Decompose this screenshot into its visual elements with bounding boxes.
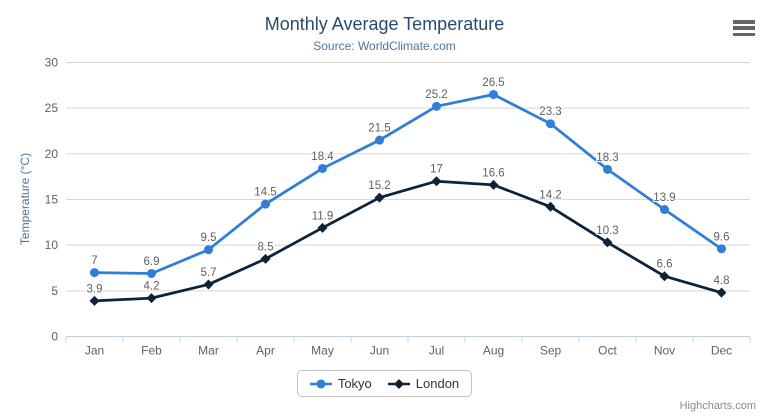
data-point-london[interactable] (659, 271, 670, 282)
data-label-tokyo: 18.4 (311, 151, 334, 163)
hamburger-menu-icon (733, 20, 755, 24)
data-label-london: 17 (430, 164, 443, 176)
hamburger-menu-icon (733, 26, 755, 30)
y-axis-tick-label: 20 (45, 147, 59, 161)
data-point-london[interactable] (602, 237, 613, 248)
data-label-tokyo: 18.3 (596, 152, 618, 164)
legend-label-tokyo: Tokyo (337, 376, 372, 391)
data-label-london: 10.3 (596, 225, 618, 237)
data-label-london: 4.2 (144, 281, 160, 293)
data-label-tokyo: 6.9 (144, 256, 160, 268)
hamburger-menu-icon (733, 32, 755, 36)
legend-item-tokyo[interactable]: Tokyo (309, 376, 372, 391)
export-menu-button[interactable] (733, 20, 757, 36)
x-axis-label: Feb (141, 344, 162, 358)
data-label-tokyo: 26.5 (482, 77, 504, 89)
data-label-tokyo: 25.2 (425, 89, 447, 101)
data-point-london[interactable] (203, 279, 214, 290)
tokyo-line-circle-marker-icon (309, 379, 332, 388)
data-label-tokyo: 23.3 (539, 106, 561, 118)
x-axis-label: Aug (483, 344, 504, 358)
credits-link[interactable]: Highcharts.com (679, 400, 756, 412)
y-axis-tick-label: 10 (45, 238, 59, 252)
data-label-london: 5.7 (201, 267, 217, 279)
legend: Tokyo London (0, 370, 769, 397)
data-point-tokyo[interactable] (375, 135, 384, 145)
data-point-london[interactable] (716, 287, 727, 298)
y-axis-tick-label: 15 (45, 193, 59, 207)
y-axis-tick-label: 5 (51, 284, 58, 298)
data-point-london[interactable] (89, 295, 100, 306)
x-axis-label: May (311, 344, 334, 358)
chart-subtitle: Source: WorldClimate.com (313, 39, 456, 53)
data-point-tokyo[interactable] (90, 268, 99, 278)
data-point-tokyo[interactable] (660, 205, 669, 215)
x-axis-label: Mar (198, 344, 219, 358)
series-line-london (93, 179, 723, 303)
data-label-london: 15.2 (368, 180, 390, 192)
data-point-tokyo[interactable] (717, 244, 726, 254)
data-point-tokyo[interactable] (603, 164, 612, 174)
y-axis-tick-label: 30 (45, 56, 59, 70)
data-point-tokyo[interactable] (489, 89, 498, 99)
data-label-tokyo: 14.5 (254, 187, 276, 199)
x-axis-label: Nov (654, 344, 675, 358)
x-axis-label: Jan (85, 344, 104, 358)
data-point-london[interactable] (260, 253, 271, 264)
x-axis-label: Dec (711, 344, 732, 358)
data-label-london: 16.6 (482, 167, 504, 179)
data-point-london[interactable] (374, 192, 385, 203)
data-point-tokyo[interactable] (432, 101, 441, 111)
data-label-london: 6.6 (657, 259, 673, 271)
data-label-tokyo: 13.9 (653, 192, 675, 204)
x-axis-label: Jun (370, 344, 389, 358)
data-point-london[interactable] (317, 222, 328, 233)
data-point-london[interactable] (545, 201, 556, 212)
data-point-london[interactable] (488, 179, 499, 190)
data-point-london[interactable] (146, 293, 157, 304)
y-axis-tick-label: 0 (51, 330, 58, 344)
data-point-london[interactable] (431, 176, 442, 187)
data-point-tokyo[interactable] (546, 119, 555, 129)
series-line-tokyo (93, 93, 723, 275)
legend-box: Tokyo London (296, 370, 473, 397)
data-point-tokyo[interactable] (261, 199, 270, 209)
chart-title: Monthly Average Temperature (264, 14, 505, 34)
data-label-london: 11.9 (312, 210, 334, 222)
data-label-london: 8.5 (258, 241, 274, 253)
london-line-diamond-marker-icon (387, 378, 410, 389)
data-label-london: 3.9 (87, 283, 103, 295)
x-axis-label: Jul (429, 344, 444, 358)
data-label-tokyo: 21.5 (368, 123, 390, 135)
y-axis-tick-label: 25 (45, 101, 59, 115)
data-label-tokyo: 9.6 (714, 231, 730, 243)
data-point-tokyo[interactable] (204, 245, 213, 255)
data-label-tokyo: 7 (91, 255, 97, 267)
x-axis-label: Oct (598, 344, 617, 358)
legend-item-london[interactable]: London (387, 376, 460, 391)
data-point-tokyo[interactable] (318, 163, 327, 173)
data-label-london: 14.2 (539, 189, 561, 201)
data-label-tokyo: 9.5 (201, 232, 217, 244)
data-point-tokyo[interactable] (147, 268, 156, 278)
x-axis-label: Apr (256, 344, 275, 358)
data-label-london: 4.8 (714, 275, 730, 287)
legend-label-london: London (415, 376, 460, 391)
x-axis-label: Sep (540, 344, 562, 358)
